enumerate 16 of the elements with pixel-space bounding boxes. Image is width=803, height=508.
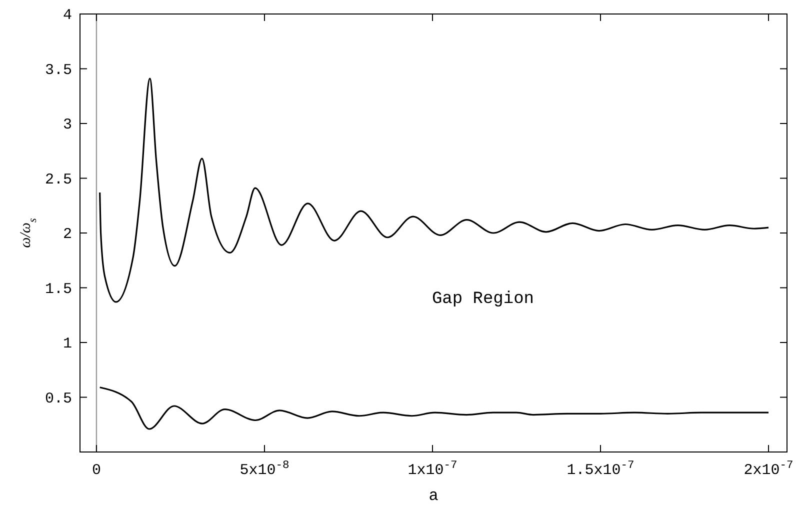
y-tick-label: 2 (62, 226, 72, 243)
x-tick-label: 1x10$^{-7}$ (408, 460, 458, 479)
y-tick-label: 1.5 (44, 280, 72, 298)
y-tick-label: 3.5 (44, 62, 72, 79)
y-tick-label: 4 (62, 7, 72, 24)
x-tick-label: 5x10$^{-8}$ (240, 460, 290, 479)
x-tick-label: 0 (92, 462, 101, 479)
line-series (99, 386, 770, 430)
y-tick-label: 0.5 (44, 390, 72, 408)
y-tick-label: 1 (62, 336, 72, 352)
y-tick-label: 3 (62, 116, 72, 134)
y-tick-label: 2.5 (44, 171, 72, 188)
x-tick-label: 1.5x10$^{-7}$ (566, 460, 634, 479)
x-axis-title: a (428, 487, 439, 505)
x-tick-label: 2x10$^{-7}$ (744, 460, 794, 479)
annotation: Gap Region (432, 290, 534, 310)
